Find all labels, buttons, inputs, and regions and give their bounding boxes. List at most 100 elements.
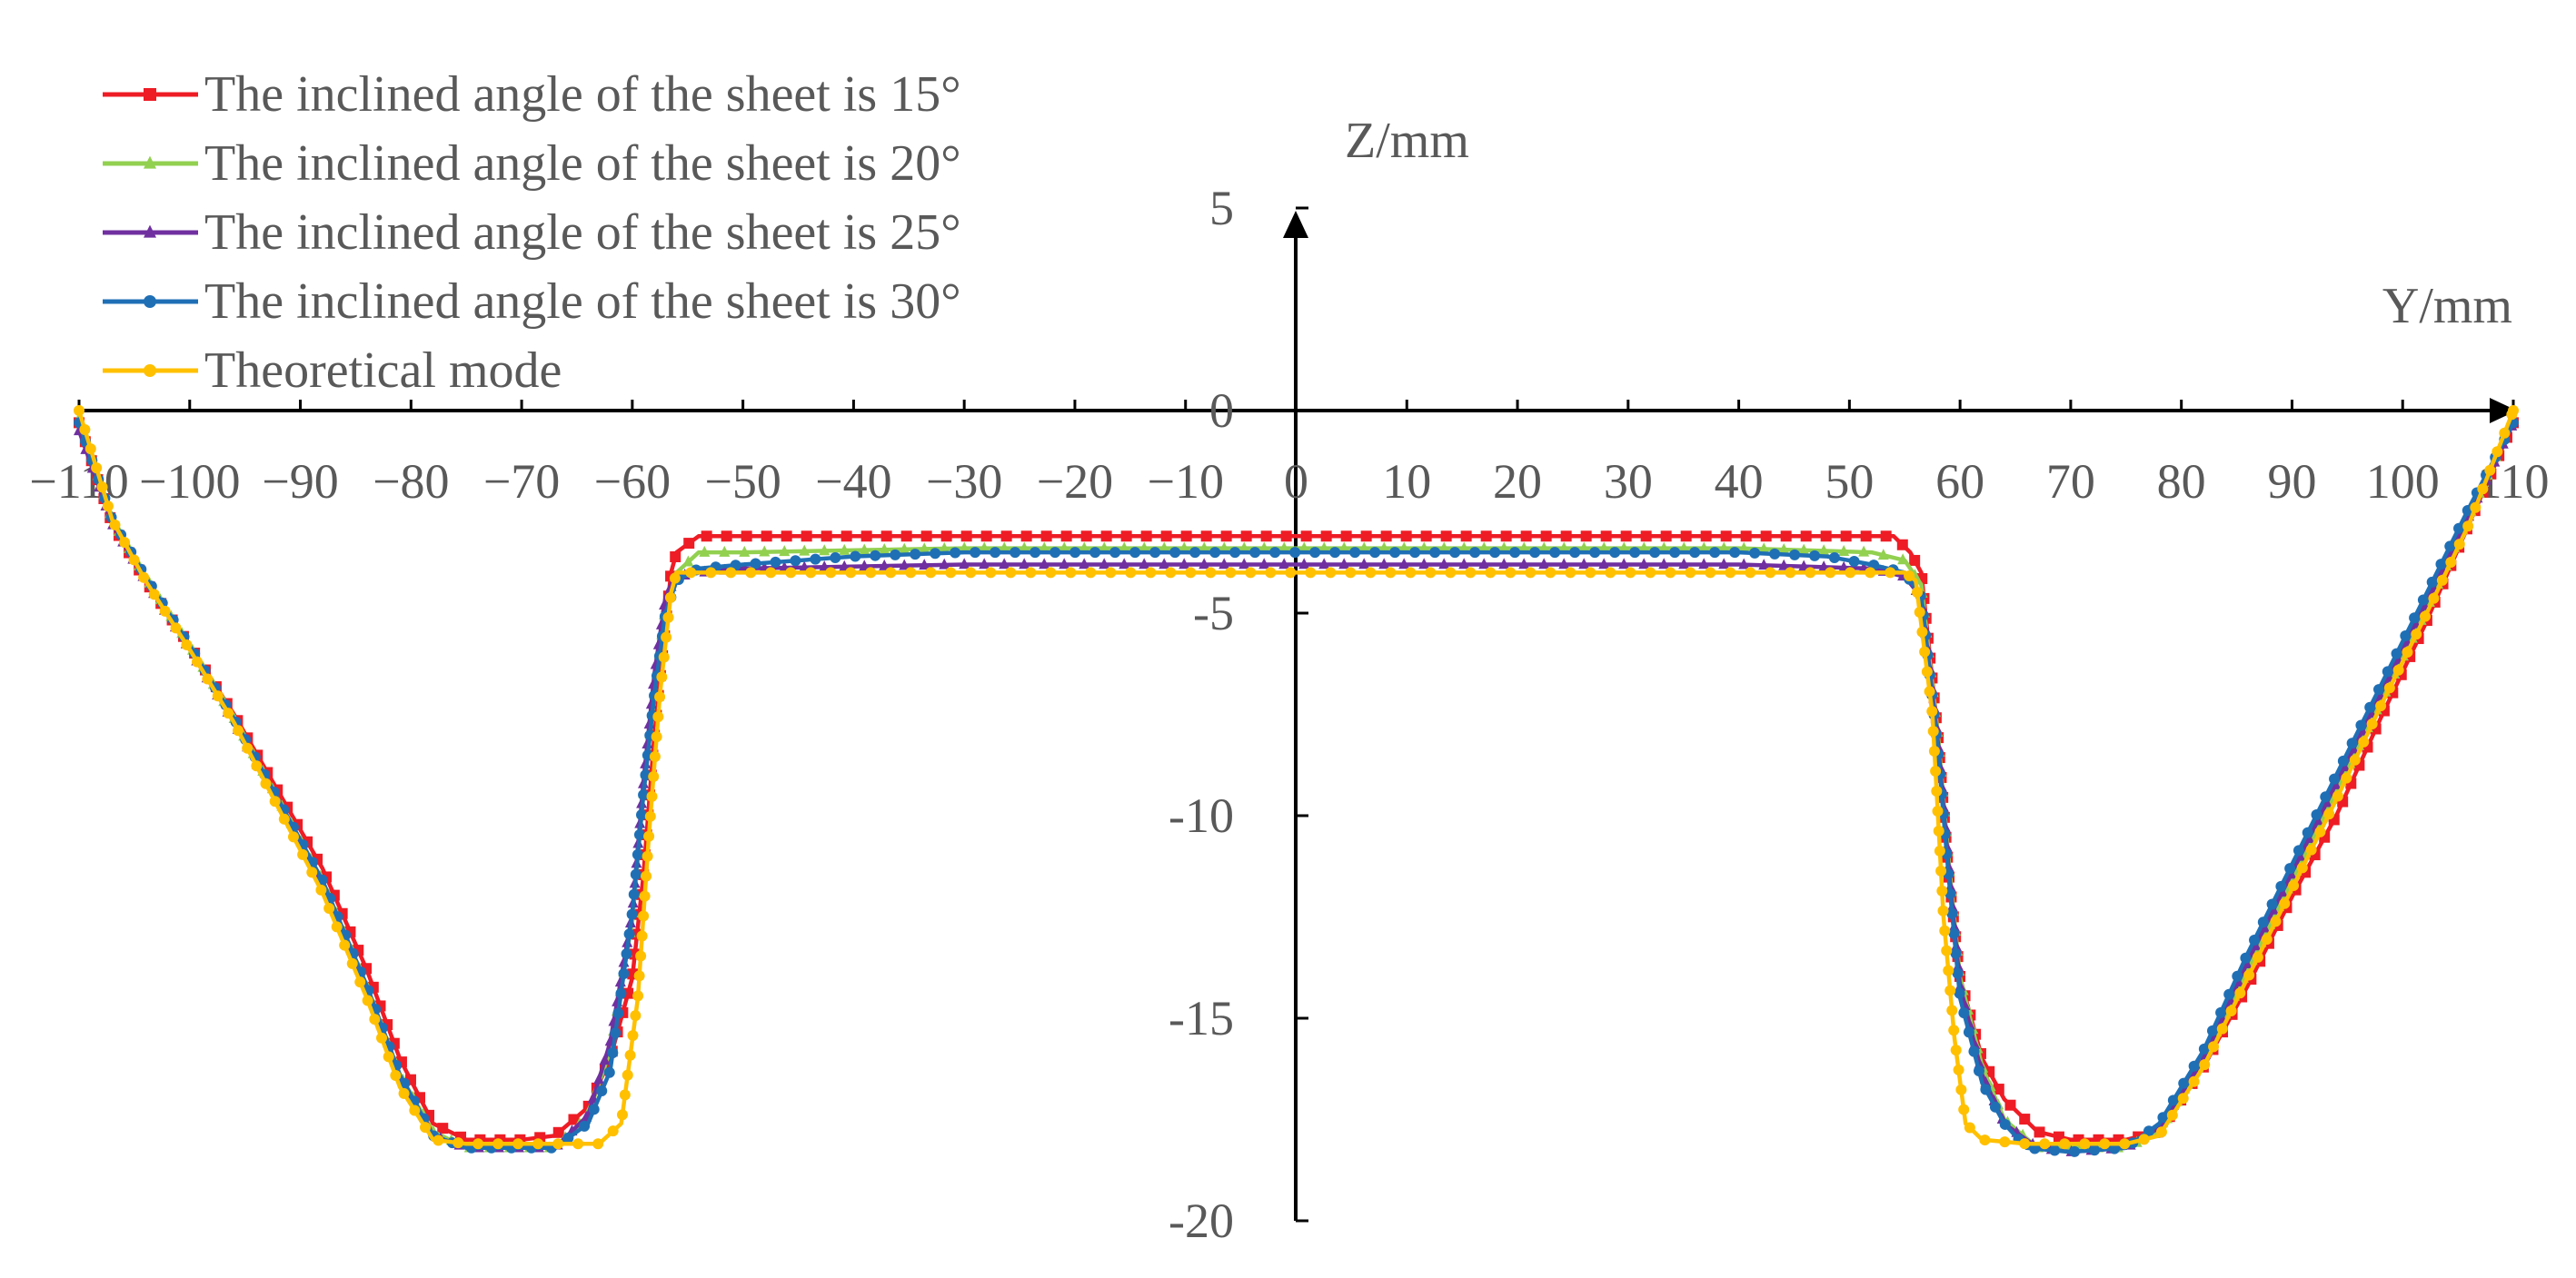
data-point — [1760, 530, 1772, 542]
data-point — [492, 1138, 504, 1150]
data-point — [1039, 558, 1050, 570]
data-point — [1933, 825, 1944, 837]
data-point — [1948, 1025, 1960, 1036]
data-point — [1489, 547, 1501, 559]
data-point — [2216, 1023, 2228, 1035]
data-point — [825, 567, 837, 579]
x-tick-label: −80 — [373, 454, 449, 509]
data-point — [2069, 1145, 2081, 1157]
data-point — [1079, 541, 1090, 553]
data-point — [2089, 1144, 2101, 1156]
data-point — [1740, 530, 1752, 542]
data-point — [2240, 952, 2252, 964]
data-point — [1798, 543, 1810, 555]
data-point — [920, 530, 932, 542]
data-point — [2341, 772, 2352, 784]
data-point — [999, 558, 1010, 570]
data-point — [619, 1089, 631, 1101]
data-point — [323, 903, 335, 915]
data-point — [1858, 545, 1870, 557]
legend-item: The inclined angle of the sheet is 20° — [103, 135, 961, 192]
data-point — [701, 530, 712, 542]
data-point — [1818, 544, 1830, 556]
data-point — [1340, 530, 1352, 542]
y-axis-title: Z/mm — [1345, 113, 1469, 169]
data-point — [612, 1007, 624, 1019]
data-point — [644, 810, 656, 822]
data-point — [618, 967, 630, 979]
data-point — [785, 567, 797, 579]
data-point — [1198, 541, 1210, 553]
data-point — [2029, 1143, 2041, 1154]
data-point — [1218, 541, 1230, 553]
data-point — [1880, 530, 1892, 542]
data-point — [1165, 567, 1177, 579]
data-point — [1738, 558, 1750, 570]
data-point — [2157, 1112, 2169, 1124]
data-point — [607, 1125, 619, 1137]
data-point — [2382, 666, 2393, 678]
x-tick-label: 10 — [1382, 454, 1431, 509]
data-point — [1269, 547, 1281, 559]
data-point — [74, 405, 85, 416]
data-point — [1718, 541, 1730, 553]
data-point — [2252, 951, 2263, 963]
y-axis-arrowhead — [1283, 211, 1308, 238]
data-point — [2178, 1077, 2190, 1089]
data-point — [2019, 1114, 2031, 1125]
data-point — [532, 1138, 544, 1150]
data-point — [1229, 547, 1241, 559]
data-point — [1958, 1104, 1970, 1115]
data-point — [1999, 1118, 2011, 1130]
data-point — [1358, 541, 1370, 553]
data-point — [1930, 766, 1942, 778]
y-tick-label: -15 — [1169, 991, 1234, 1045]
data-point — [1258, 558, 1270, 570]
legend-label: Theoretical mode — [204, 342, 562, 399]
data-point — [1860, 530, 1872, 542]
data-point — [1665, 567, 1676, 579]
data-point — [1678, 558, 1690, 570]
data-point — [1950, 947, 1962, 959]
data-point — [579, 1120, 591, 1132]
data-point — [990, 547, 1001, 559]
data-point — [1999, 1136, 2011, 1148]
data-point — [779, 545, 791, 557]
data-point — [821, 530, 832, 542]
data-point — [879, 559, 890, 570]
data-point — [399, 1077, 411, 1089]
data-point — [950, 547, 961, 559]
data-point — [1877, 549, 1889, 560]
data-point — [1897, 553, 1909, 565]
data-point — [102, 500, 114, 512]
data-point — [1749, 547, 1761, 559]
data-point — [2243, 969, 2255, 981]
legend-label: The inclined angle of the sheet is 20° — [204, 135, 961, 192]
x-tick-label: 60 — [1935, 454, 1984, 509]
data-point — [2188, 1060, 2200, 1072]
data-point — [1485, 567, 1497, 579]
data-point — [1558, 541, 1570, 553]
data-point — [790, 555, 801, 567]
data-point — [646, 790, 658, 802]
y-tick-label: 5 — [1209, 181, 1234, 235]
data-point — [433, 1134, 444, 1146]
data-point — [1948, 927, 1960, 939]
data-point — [639, 890, 651, 902]
legend-item: The inclined angle of the sheet is 25° — [103, 204, 961, 261]
data-point — [1638, 541, 1650, 553]
data-point — [260, 778, 272, 789]
data-point — [919, 559, 930, 570]
data-point — [1120, 530, 1132, 542]
data-point — [2332, 790, 2343, 802]
data-point — [2208, 1041, 2220, 1053]
data-point — [1438, 558, 1450, 570]
data-point — [1916, 626, 1928, 638]
data-point — [761, 530, 772, 542]
data-point — [1745, 567, 1756, 579]
data-point — [2358, 736, 2370, 748]
data-point — [1605, 567, 1616, 579]
data-point — [1725, 567, 1736, 579]
data-point — [1249, 547, 1261, 559]
data-point — [1789, 549, 1801, 560]
